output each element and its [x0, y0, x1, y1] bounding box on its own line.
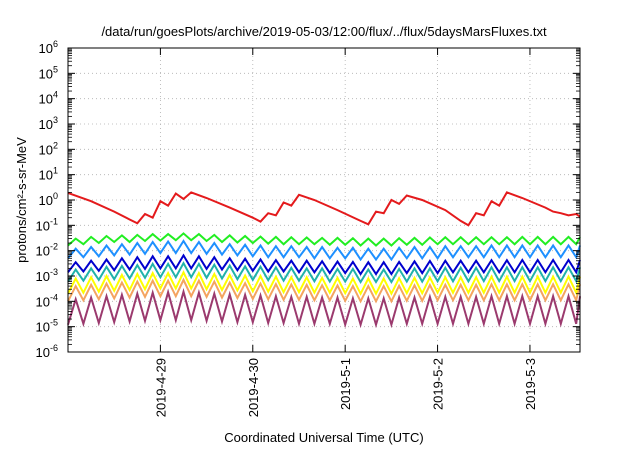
x-tick-label: 2019-5-2: [431, 358, 446, 410]
x-tick-label: 2019-4-30: [246, 358, 261, 417]
series-line-1: [67, 232, 581, 247]
series-line-7: [67, 287, 581, 329]
series-layer: [67, 191, 581, 329]
x-tick-label: 2019-4-29: [153, 358, 168, 417]
series-line-4: [67, 261, 581, 284]
y-tick-label: 10-3: [36, 267, 58, 284]
y-tick-label: 105: [39, 64, 58, 81]
y-tick-label: 106: [39, 39, 58, 56]
chart-title: /data/run/goesPlots/archive/2019-05-03/1…: [101, 24, 547, 39]
y-tick-label: 102: [39, 140, 58, 157]
y-tick-label: 101: [39, 166, 58, 183]
series-line-0: [67, 191, 581, 227]
y-tick-label: 104: [39, 90, 58, 107]
x-axis-ticks: 2019-4-29 2019-4-30 2019-5-1 2019-5-2 2019-5…: [153, 48, 538, 417]
x-axis-label: Coordinated Universal Time (UTC): [224, 430, 423, 445]
y-tick-label: 10-4: [36, 292, 58, 309]
y-axis-ticks: 10-6 10-5 10-4 10-3 10-2 10-1 100 101 102 103 104 1…: [36, 39, 580, 360]
y-tick-label: 10-1: [36, 216, 58, 233]
y-tick-label: 100: [39, 191, 58, 208]
x-tick-label: 2019-5-3: [523, 358, 538, 410]
series-line-3: [67, 253, 581, 276]
series-line-2: [67, 239, 581, 262]
y-tick-label: 103: [39, 115, 58, 132]
series-line-6: [67, 277, 581, 304]
y-tick-label: 10-5: [36, 318, 58, 335]
series-line-5: [67, 269, 581, 296]
x-tick-label: 2019-5-1: [338, 358, 353, 410]
y-tick-label: 10-2: [36, 242, 58, 259]
y-axis-label: protons/cm²-s-sr-MeV: [14, 137, 29, 263]
y-tick-label: 10-6: [36, 343, 58, 360]
